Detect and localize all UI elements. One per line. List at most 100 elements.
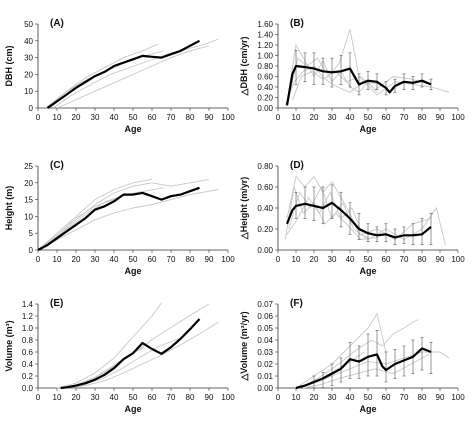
panel-label: (B) bbox=[290, 18, 304, 29]
x-tick-label: 50 bbox=[129, 255, 138, 264]
x-tick-label: 100 bbox=[451, 113, 465, 122]
individual-tree-line bbox=[56, 302, 162, 389]
x-tick-label: 40 bbox=[346, 255, 355, 264]
y-tick-label: 10 bbox=[24, 212, 33, 221]
x-axis-label: Age bbox=[359, 404, 376, 414]
y-tick-label: 0.01 bbox=[257, 372, 273, 381]
x-tick-label: 50 bbox=[364, 113, 373, 122]
x-tick-label: 30 bbox=[328, 113, 337, 122]
x-tick-label: 70 bbox=[167, 113, 176, 122]
y-tick-label: 0.20 bbox=[257, 225, 273, 234]
mean-curve bbox=[285, 64, 432, 106]
x-tick-label: 100 bbox=[221, 113, 235, 122]
y-axis-label: Volume (m³) bbox=[4, 320, 14, 371]
y-tick-label: 0.03 bbox=[257, 348, 273, 357]
y-tick-label: 0.00 bbox=[257, 246, 273, 255]
panel-label: (F) bbox=[290, 298, 303, 309]
x-tick-label: 50 bbox=[129, 393, 138, 402]
x-tick-label: 90 bbox=[436, 393, 445, 402]
x-tick-label: 100 bbox=[451, 255, 465, 264]
x-tick-label: 90 bbox=[205, 255, 214, 264]
x-tick-label: 60 bbox=[382, 113, 391, 122]
y-tick-label: 0.04 bbox=[257, 336, 273, 345]
x-tick-label: 80 bbox=[418, 255, 427, 264]
y-tick-label: 30 bbox=[24, 54, 33, 63]
y-tick-label: 1.4 bbox=[22, 300, 34, 309]
y-tick-label: 0.02 bbox=[257, 360, 273, 369]
y-tick-label: 0.06 bbox=[257, 312, 273, 321]
mean-curve bbox=[46, 39, 201, 109]
y-tick-label: 0.07 bbox=[257, 300, 273, 309]
x-tick-label: 90 bbox=[436, 113, 445, 122]
panel-label: (E) bbox=[50, 298, 63, 309]
panel-label: (C) bbox=[50, 160, 64, 171]
mean-curve bbox=[60, 318, 201, 390]
x-axis-label: Age bbox=[124, 404, 141, 414]
y-tick-label: 20 bbox=[24, 179, 33, 188]
y-tick-label: 50 bbox=[24, 20, 33, 29]
x-tick-label: 100 bbox=[221, 255, 235, 264]
panel-4: 0 10 20 30 40 50 60 70 80 90 100 0.0 0.2 0.4 0.6 0.8 1.0… bbox=[4, 298, 235, 414]
y-axis-label: △Volume (m³/yr) bbox=[239, 311, 249, 381]
y-tick-label: 0.00 bbox=[257, 104, 273, 113]
individual-tree-line bbox=[284, 186, 379, 240]
panel-1: 0 10 20 30 40 50 60 70 80 90 100 0.000.20 0.400.60 0.… bbox=[239, 18, 465, 134]
x-tick-label: 30 bbox=[328, 393, 337, 402]
x-tick-label: 100 bbox=[221, 393, 235, 402]
x-tick-label: 20 bbox=[72, 393, 81, 402]
y-tick-label: 40 bbox=[24, 37, 33, 46]
panel-label: (A) bbox=[50, 18, 64, 29]
x-tick-label: 30 bbox=[91, 113, 100, 122]
panel-3: 0 10 20 30 40 50 60 70 80 90 100 0.00 0.20 0.40 0.60 0.… bbox=[239, 160, 465, 276]
individual-tree-line bbox=[60, 303, 210, 389]
x-tick-label: 60 bbox=[148, 113, 157, 122]
x-tick-label: 50 bbox=[364, 255, 373, 264]
y-tick-label: 0.8 bbox=[22, 336, 34, 345]
individual-tree-line bbox=[291, 70, 430, 101]
x-tick-label: 80 bbox=[186, 113, 195, 122]
x-tick-label: 20 bbox=[310, 393, 319, 402]
x-tick-label: 0 bbox=[276, 393, 281, 402]
individual-tree-line bbox=[66, 321, 219, 389]
x-tick-label: 20 bbox=[72, 113, 81, 122]
y-tick-label: 0.40 bbox=[257, 83, 273, 92]
mean-curve bbox=[295, 347, 432, 390]
y-tick-label: 0.80 bbox=[257, 62, 273, 71]
x-tick-label: 10 bbox=[53, 113, 62, 122]
individual-tree-line bbox=[52, 38, 219, 109]
y-tick-label: 0.0 bbox=[22, 384, 34, 393]
y-tick-label: 0.6 bbox=[22, 348, 34, 357]
x-tick-label: 10 bbox=[292, 113, 301, 122]
y-tick-label: 25 bbox=[24, 162, 33, 171]
y-tick-label: 0.05 bbox=[257, 324, 273, 333]
x-tick-label: 10 bbox=[53, 393, 62, 402]
y-axis-label: △DBH (cm/yr) bbox=[239, 37, 249, 97]
x-tick-label: 100 bbox=[451, 393, 465, 402]
x-tick-label: 40 bbox=[346, 113, 355, 122]
y-tick-label: 0.00 bbox=[257, 384, 273, 393]
individual-tree-line bbox=[288, 29, 450, 98]
y-tick-label: 0.20 bbox=[257, 94, 273, 103]
y-tick-label: 0.60 bbox=[257, 183, 273, 192]
x-tick-label: 70 bbox=[400, 393, 409, 402]
x-tick-label: 40 bbox=[346, 393, 355, 402]
x-tick-label: 0 bbox=[276, 255, 281, 264]
x-tick-label: 60 bbox=[148, 393, 157, 402]
x-tick-label: 0 bbox=[36, 255, 41, 264]
individual-tree-line bbox=[37, 178, 153, 251]
x-tick-label: 80 bbox=[186, 255, 195, 264]
x-axis-label: Age bbox=[359, 266, 376, 276]
x-tick-label: 60 bbox=[148, 255, 157, 264]
y-tick-label: 1.2 bbox=[22, 312, 34, 321]
y-tick-label: 1.60 bbox=[257, 20, 273, 29]
x-tick-label: 90 bbox=[205, 113, 214, 122]
x-tick-label: 10 bbox=[292, 255, 301, 264]
y-tick-label: 1.0 bbox=[22, 324, 34, 333]
x-tick-label: 40 bbox=[110, 113, 119, 122]
x-tick-label: 20 bbox=[310, 113, 319, 122]
x-tick-label: 30 bbox=[91, 393, 100, 402]
x-axis-label: Age bbox=[359, 124, 376, 134]
individual-tree-line bbox=[47, 43, 158, 109]
panel-5: 0 10 20 30 40 50 60 70 80 90 100 0.00 0.01 0.02 0.03 0.… bbox=[239, 298, 465, 414]
x-axis-label: Age bbox=[124, 266, 141, 276]
